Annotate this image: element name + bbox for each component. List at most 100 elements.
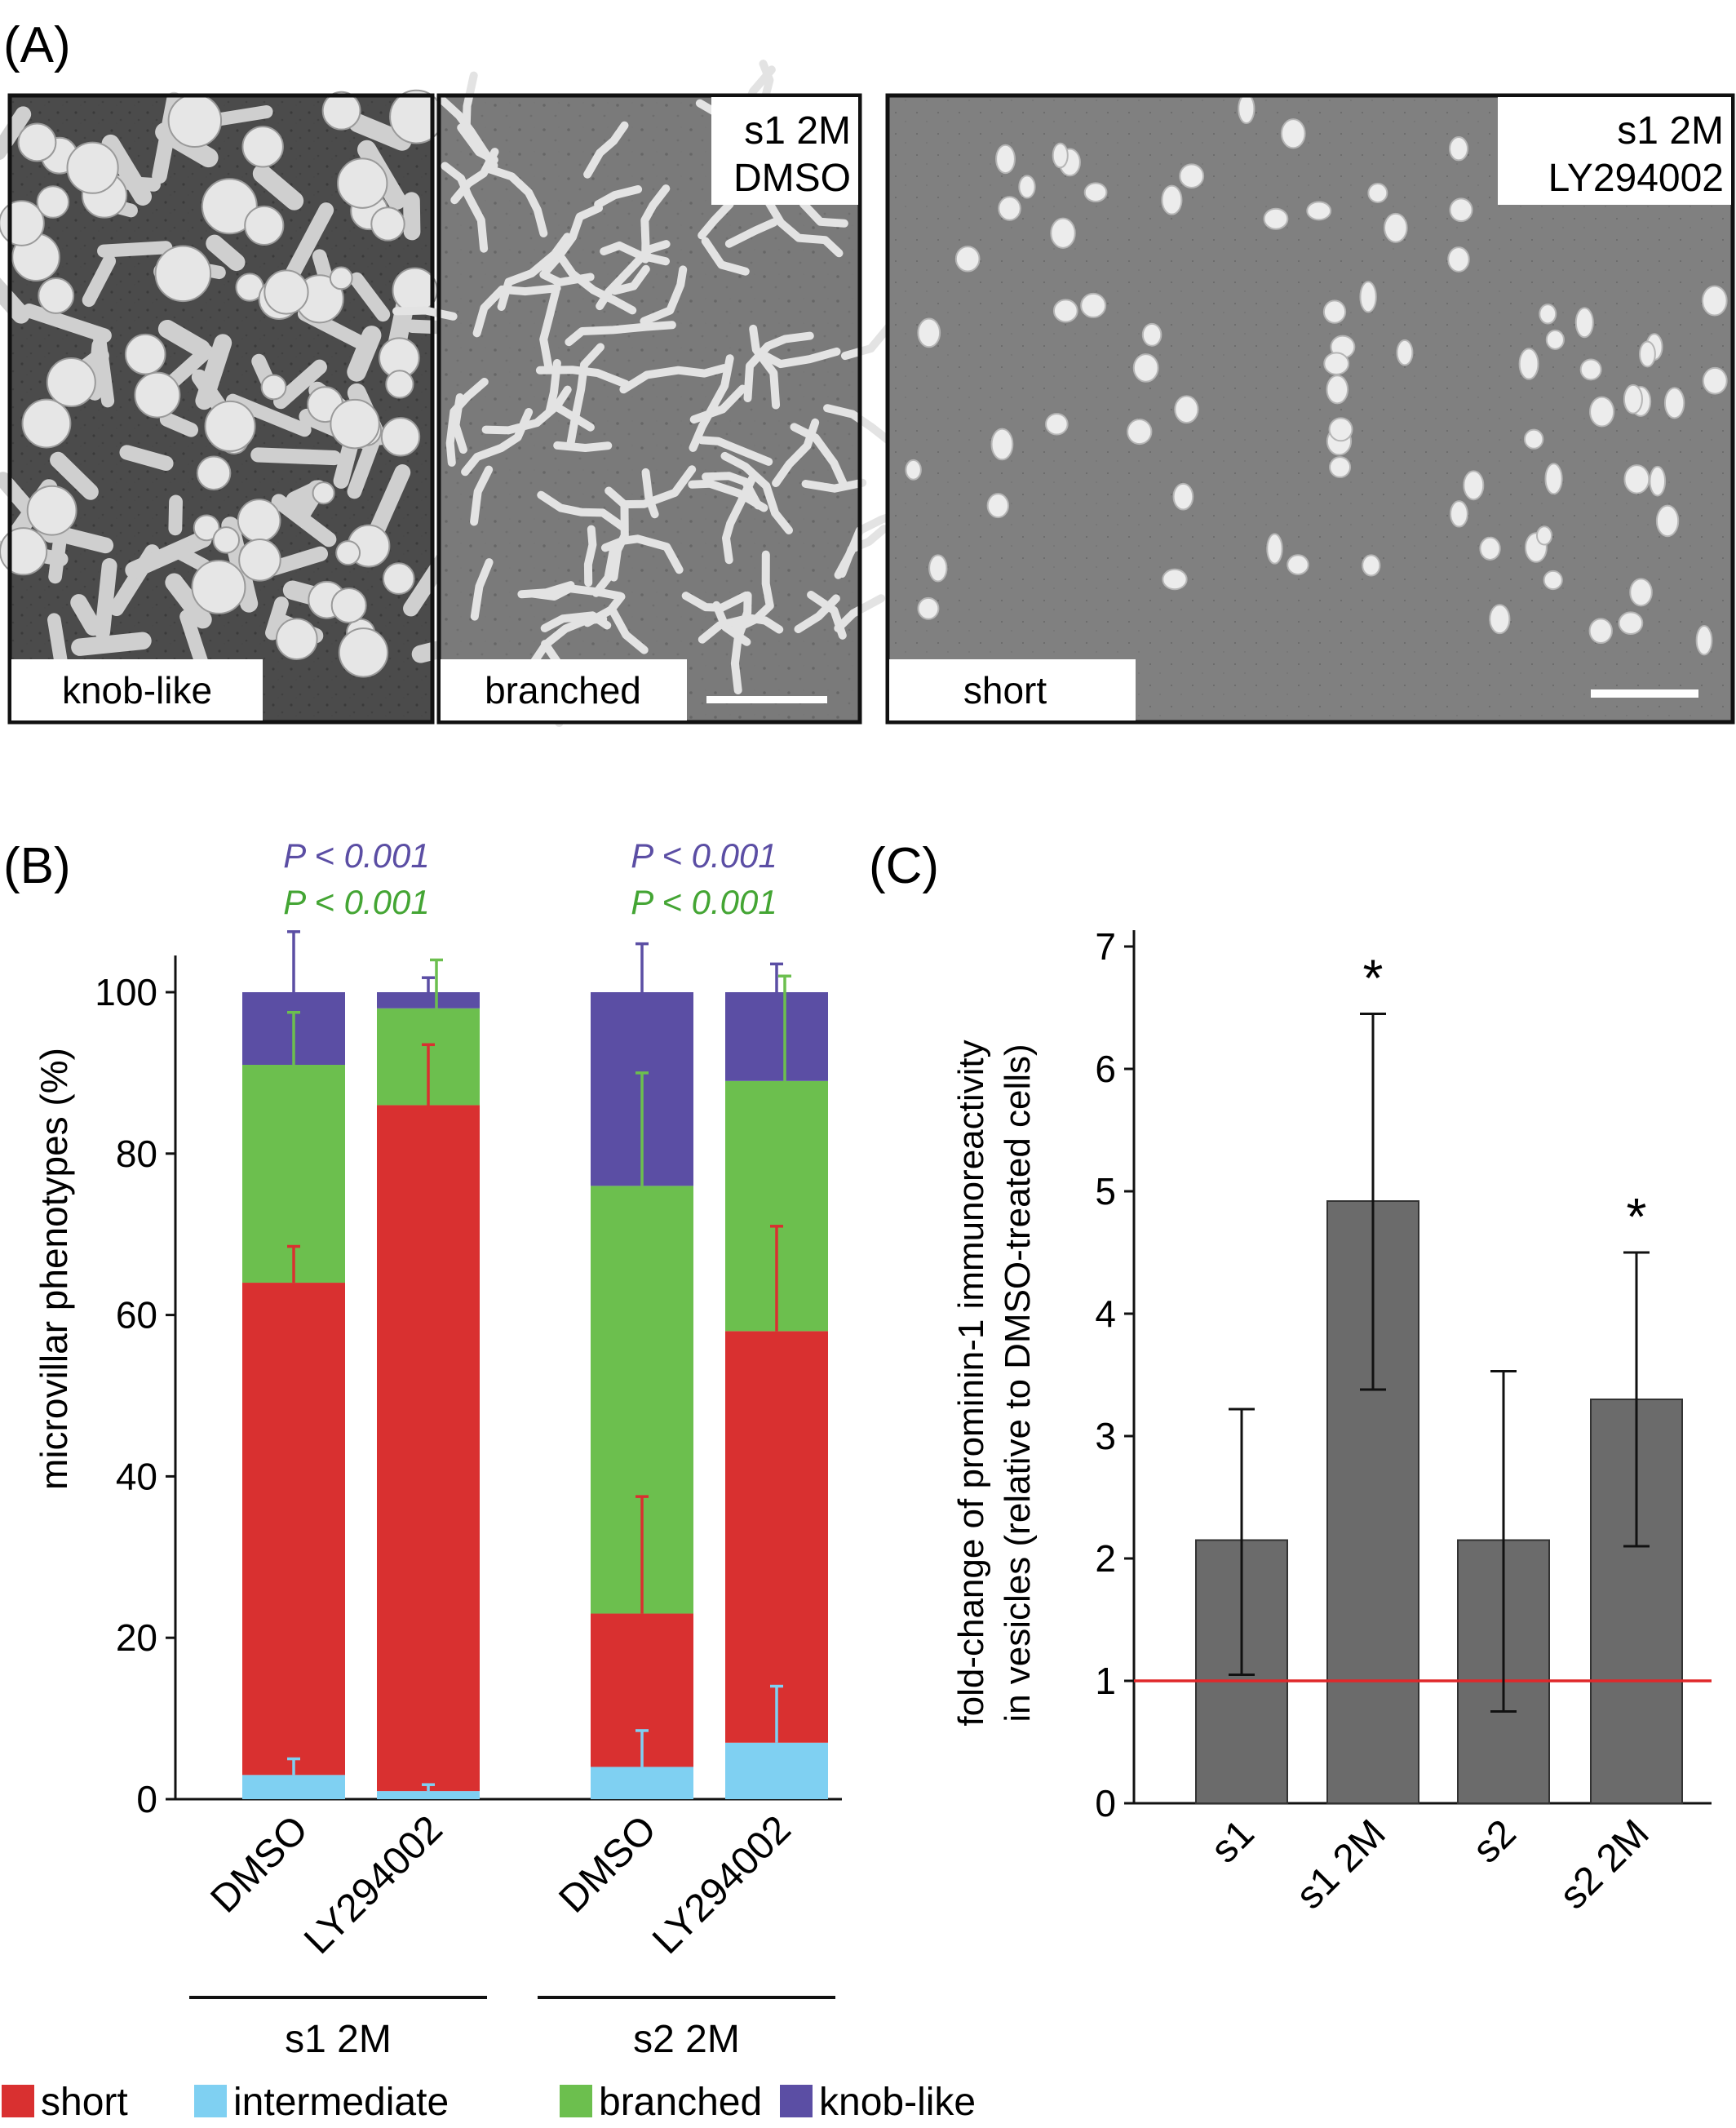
- knob: [212, 526, 241, 554]
- short-microvillus: [1280, 118, 1306, 149]
- bar-segment-knob-like: [377, 992, 480, 1009]
- x-tick-label: LY294002: [296, 1807, 451, 1962]
- condition-tag-box: [711, 97, 858, 205]
- knob: [275, 618, 318, 660]
- panel-label-b: (B): [3, 838, 71, 894]
- short-microvillus: [1322, 299, 1347, 324]
- branched-microvillus: [472, 284, 561, 338]
- y-tick-label: 7: [1095, 925, 1116, 968]
- branched-microvillus: [445, 378, 489, 467]
- knob: [204, 400, 256, 452]
- branched-microvillus: [566, 343, 604, 450]
- short-microvillus: [1539, 304, 1557, 325]
- x-tick-label: s1: [1202, 1811, 1262, 1871]
- bar-segment-intermediate: [377, 1791, 480, 1799]
- branched-microvillus: [470, 465, 494, 526]
- short-microvillus: [1179, 163, 1205, 189]
- short-microvillus: [1161, 184, 1183, 215]
- short-microvillus: [998, 196, 1021, 221]
- branched-microvillus: [834, 594, 886, 632]
- scale-bar: [706, 696, 827, 703]
- x-tick-label: DMSO: [202, 1807, 316, 1921]
- knob-structures: [0, 89, 459, 683]
- branched-microvillus: [609, 608, 649, 654]
- short-microvillus: [1162, 568, 1188, 591]
- knob: [330, 398, 380, 450]
- x-tick-label: s2 2M: [1552, 1811, 1658, 1917]
- short-microvillus: [1326, 375, 1349, 405]
- short-microvillus: [1127, 419, 1153, 446]
- short-microvillus: [954, 246, 981, 273]
- branched-microvillus: [600, 241, 670, 266]
- microvillus: [195, 334, 232, 410]
- branched-microvillus: [729, 550, 774, 634]
- microvillus: [273, 359, 327, 410]
- short-microvillus: [1384, 212, 1408, 243]
- branched-microvillus: [600, 534, 684, 574]
- branched-microvillus: [604, 465, 697, 509]
- knob: [0, 527, 48, 576]
- branched-microvillus: [539, 287, 560, 375]
- knob: [321, 91, 361, 131]
- x-tick-label: s2: [1464, 1811, 1524, 1871]
- microvillus: [347, 432, 381, 499]
- microvillus: [101, 134, 153, 206]
- branched-microvillus: [553, 441, 613, 452]
- branched-microvillus: [441, 162, 489, 253]
- knob: [329, 266, 353, 290]
- micrograph-frame: [885, 93, 1735, 725]
- branched-microvillus: [594, 185, 643, 209]
- branched-microvillus: [790, 423, 849, 490]
- branched-microvillus: [457, 123, 498, 165]
- chart-microvillar-phenotypes: microvillar phenotypes (%) P < 0.001 P <…: [2, 836, 976, 2124]
- microvillus: [82, 254, 117, 308]
- branched-microvillus: [749, 324, 781, 410]
- legend-label-knob-like: knob-like: [819, 2081, 976, 2124]
- branched-microvillus: [558, 255, 637, 315]
- microvillus: [206, 234, 246, 272]
- short-microvillus: [995, 144, 1016, 175]
- branched-microvillus: [583, 525, 597, 587]
- micrograph-label-box: [11, 659, 263, 720]
- y-tick-label: 6: [1095, 1048, 1116, 1090]
- y-tick-label: 20: [116, 1616, 157, 1659]
- bar-segment-knob-like: [725, 992, 828, 1081]
- branched-microvillus: [610, 264, 650, 295]
- micrograph-knob-like: knob-like: [0, 89, 459, 725]
- microvillus: [159, 412, 199, 437]
- short-microvillus: [1080, 292, 1107, 318]
- short-microvillus: [1323, 352, 1350, 375]
- short-microvillus: [1238, 93, 1256, 125]
- micrograph-label: short: [963, 669, 1047, 712]
- branched-microvillus: [712, 601, 751, 646]
- condition-tag-line2: DMSO: [733, 157, 851, 200]
- short-microvillus: [1306, 201, 1332, 221]
- short-microvillus: [1052, 299, 1078, 323]
- knob: [335, 540, 361, 566]
- scale-bar: [1591, 689, 1698, 698]
- microvillus: [70, 594, 102, 636]
- short-microvillus: [1266, 533, 1283, 565]
- short-microvillus: [1018, 175, 1036, 199]
- branched-microvillus: [702, 472, 763, 510]
- bar-segment-intermediate: [242, 1775, 345, 1799]
- short-microvillus: [1588, 618, 1613, 644]
- y-tick-label: 40: [116, 1455, 157, 1497]
- knob: [201, 178, 258, 235]
- branched-microvillus: [801, 478, 867, 493]
- microvillus: [22, 304, 112, 344]
- legend-swatch-branched: [560, 2085, 592, 2117]
- short-microvillus: [1623, 383, 1643, 415]
- short-microvillus: [1174, 395, 1199, 424]
- y-tick-label: 2: [1095, 1537, 1116, 1580]
- p-value-s2-knob-like: P < 0.001: [631, 836, 777, 875]
- short-microvillus: [1623, 464, 1650, 494]
- y-tick-label: 1: [1095, 1660, 1116, 1702]
- bar-segment-short: [725, 1331, 828, 1743]
- short-microvillus: [1172, 482, 1194, 511]
- short-microvillus: [1132, 353, 1159, 383]
- knob: [338, 627, 389, 678]
- knob: [260, 374, 287, 401]
- significance-marker: *: [1627, 1187, 1647, 1246]
